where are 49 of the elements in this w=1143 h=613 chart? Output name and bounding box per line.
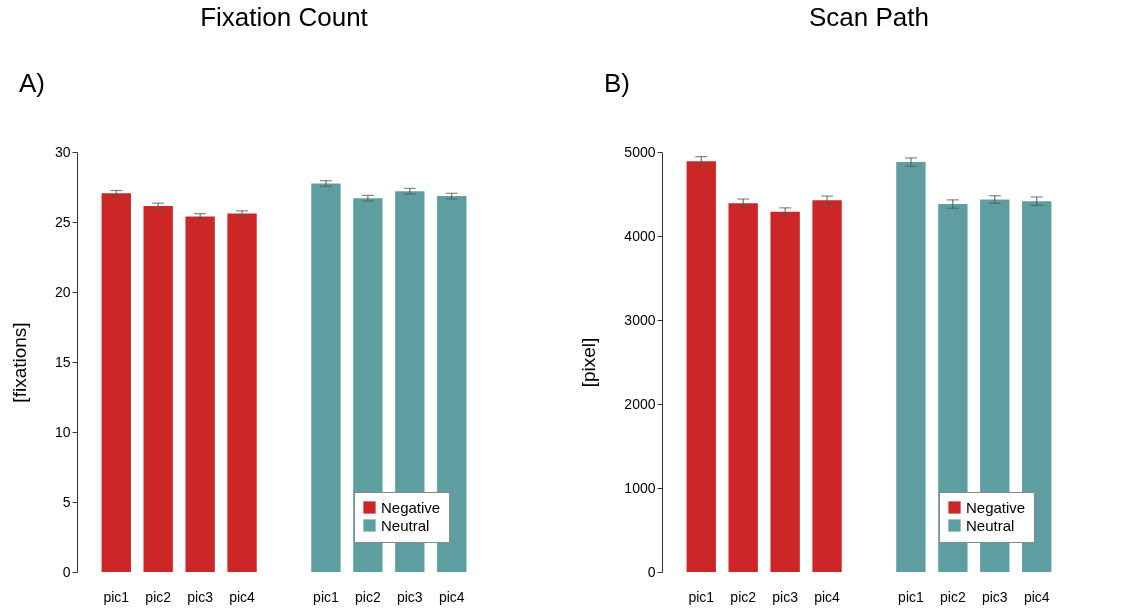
bar bbox=[770, 211, 800, 572]
bar bbox=[311, 183, 341, 572]
x-tick-label: pic4 bbox=[229, 588, 256, 605]
bar bbox=[812, 200, 842, 572]
y-tick-label: 4000 bbox=[624, 227, 656, 244]
legend-label: Negative bbox=[381, 498, 441, 516]
chart-title: Fixation Count bbox=[200, 2, 369, 32]
y-tick-label: 30 bbox=[54, 143, 71, 160]
y-axis-title: [fixations] bbox=[8, 322, 30, 403]
x-tick-label: pic3 bbox=[396, 588, 423, 605]
y-tick-label: 3000 bbox=[624, 311, 656, 328]
y-tick-label: 20 bbox=[54, 283, 71, 300]
y-axis-title: [pixel] bbox=[578, 337, 600, 388]
x-tick-label: pic4 bbox=[814, 588, 841, 605]
bar bbox=[227, 213, 257, 572]
x-tick-label: pic1 bbox=[103, 588, 130, 605]
y-tick-label: 15 bbox=[54, 353, 71, 370]
x-tick-label: pic2 bbox=[355, 588, 381, 605]
bar bbox=[143, 205, 173, 572]
text: B) bbox=[604, 68, 630, 98]
x-tick-label: pic2 bbox=[940, 588, 966, 605]
bar bbox=[185, 216, 215, 572]
bar bbox=[728, 203, 758, 572]
y-tick-label: 0 bbox=[647, 563, 656, 580]
x-tick-label: pic1 bbox=[313, 588, 339, 605]
legend-label: Negative bbox=[966, 498, 1026, 516]
x-tick-label: pic4 bbox=[1023, 588, 1050, 605]
y-tick-label: 1000 bbox=[624, 479, 656, 496]
x-tick-label: pic4 bbox=[438, 588, 465, 605]
y-tick-label: 5000 bbox=[624, 143, 656, 160]
x-tick-label: pic3 bbox=[187, 588, 214, 605]
chart-title: Scan Path bbox=[809, 2, 929, 32]
legend-label: Neutral bbox=[381, 516, 430, 534]
x-tick-label: pic1 bbox=[898, 588, 924, 605]
bar bbox=[101, 193, 131, 572]
y-tick-label: 10 bbox=[54, 423, 71, 440]
y-tick-label: 2000 bbox=[624, 395, 656, 412]
x-tick-label: pic2 bbox=[730, 588, 757, 605]
bar bbox=[896, 162, 926, 572]
x-tick-label: pic3 bbox=[772, 588, 799, 605]
text: A) bbox=[19, 68, 45, 98]
bar bbox=[686, 161, 716, 572]
x-tick-label: pic3 bbox=[981, 588, 1008, 605]
y-tick-label: 25 bbox=[54, 213, 71, 230]
x-tick-label: pic2 bbox=[145, 588, 172, 605]
y-tick-label: 0 bbox=[62, 563, 71, 580]
legend-label: Neutral bbox=[966, 516, 1015, 534]
y-tick-label: 5 bbox=[62, 493, 71, 510]
x-tick-label: pic1 bbox=[688, 588, 715, 605]
